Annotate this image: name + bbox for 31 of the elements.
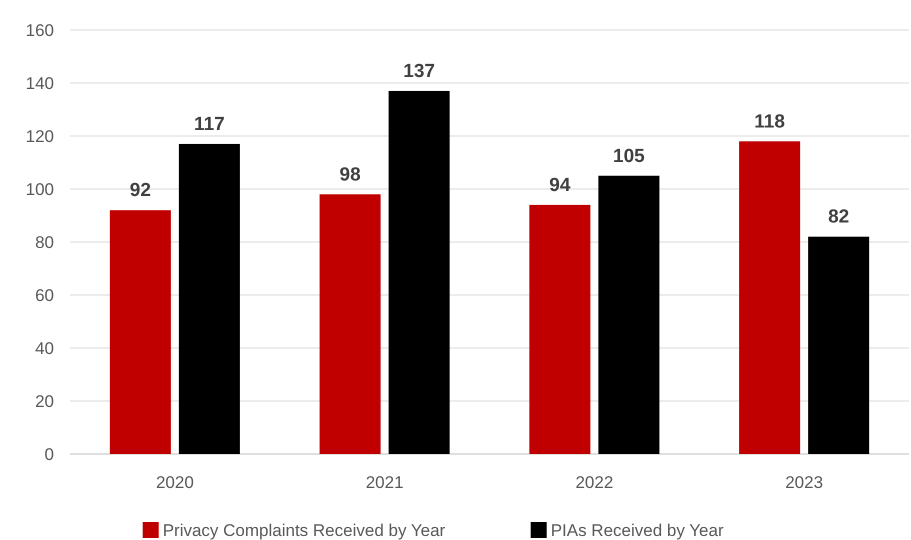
bar — [598, 176, 660, 454]
data-label: 118 — [754, 111, 785, 132]
bar — [110, 210, 171, 454]
data-label: 105 — [613, 146, 646, 167]
data-label: 98 — [340, 164, 361, 186]
bar — [808, 236, 870, 454]
bar — [739, 141, 800, 454]
bar — [320, 194, 381, 454]
data-label: 92 — [130, 180, 151, 202]
x-tick-label: 2023 — [785, 473, 824, 492]
data-label: 94 — [549, 174, 571, 196]
data-label: 82 — [828, 206, 850, 228]
bar — [388, 90, 450, 454]
y-tick-label: 140 — [26, 74, 54, 93]
legend-label: PIAs Received by Year — [550, 521, 724, 540]
y-tick-label: 120 — [26, 126, 54, 146]
x-tick-label: 2020 — [156, 473, 194, 492]
y-tick-label: 0 — [44, 444, 54, 464]
y-tick-label: 40 — [35, 338, 54, 358]
bar — [178, 144, 240, 454]
data-label: 137 — [403, 60, 435, 82]
x-tick-label: 2021 — [366, 473, 404, 492]
y-tick-label: 20 — [35, 392, 54, 411]
y-tick-label: 60 — [35, 286, 54, 305]
y-tick-label: 80 — [35, 232, 54, 252]
legend-label: Privacy Complaints Received by Year — [162, 521, 446, 540]
y-tick-label: 160 — [26, 20, 54, 40]
bar — [529, 204, 590, 454]
data-label: 117 — [194, 114, 225, 135]
x-tick-label: 2022 — [575, 473, 614, 492]
y-tick-label: 100 — [26, 180, 54, 199]
